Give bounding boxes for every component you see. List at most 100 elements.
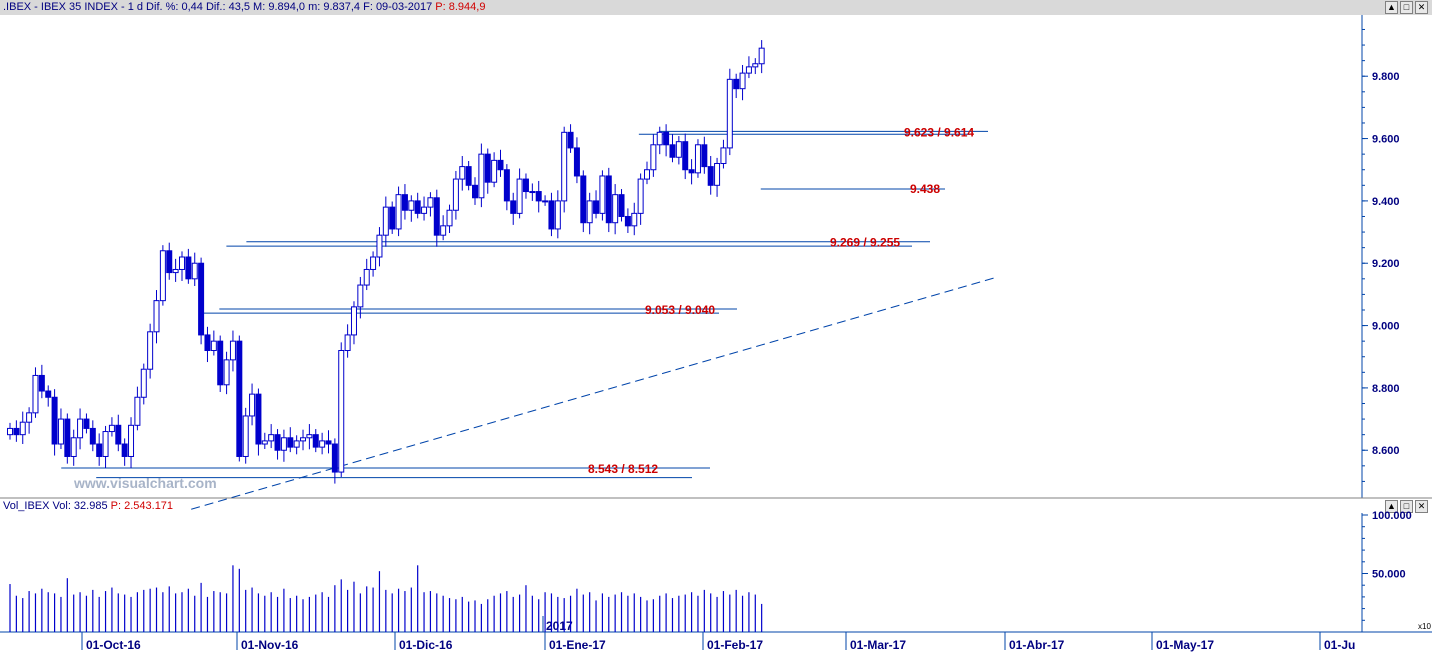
- candle: [306, 424, 313, 450]
- candle-body-down: [121, 443, 128, 457]
- candle: [140, 363, 147, 405]
- candle: [593, 190, 600, 219]
- candle: [478, 143, 485, 208]
- candle-body-up: [344, 334, 351, 352]
- candle-body-down: [185, 256, 192, 280]
- candle-body-down: [548, 200, 555, 230]
- candle-body-up: [459, 166, 466, 180]
- watermark: www.visualchart.com: [73, 475, 217, 491]
- candle-body-down: [96, 443, 103, 457]
- candle-body-up: [32, 374, 39, 414]
- candle: [414, 192, 421, 219]
- candle: [586, 192, 593, 235]
- candle-body-up: [178, 256, 185, 270]
- candle: [694, 139, 701, 178]
- volume-tick-label: 100.000: [1372, 510, 1412, 522]
- candle-body-down: [624, 215, 631, 227]
- candle: [516, 168, 523, 219]
- candle: [554, 190, 561, 239]
- volume-tick-label: 50.000: [1372, 569, 1406, 581]
- candle-body-down: [255, 393, 262, 445]
- candle-body-down: [503, 169, 510, 202]
- candle-body-up: [542, 200, 549, 203]
- candle-body-up: [656, 131, 663, 146]
- candle: [561, 126, 568, 213]
- candle-body-up: [108, 424, 115, 433]
- x-axis-label: 01-Abr-17: [1009, 638, 1065, 652]
- candle: [612, 184, 619, 235]
- price-tick-label: 9.400: [1372, 196, 1400, 208]
- candle: [382, 196, 389, 247]
- x-axis-label: 01-Ene-17: [549, 638, 606, 652]
- candle-body-down: [733, 78, 740, 90]
- candle: [191, 252, 198, 286]
- candle: [51, 389, 58, 456]
- candle: [26, 407, 33, 434]
- candle: [300, 429, 307, 451]
- candle: [542, 195, 549, 206]
- candle: [491, 152, 498, 188]
- candle: [707, 156, 714, 195]
- candle-body-up: [261, 440, 268, 445]
- candle-body-down: [198, 262, 205, 336]
- candle-body-down: [593, 200, 600, 214]
- candle: [102, 425, 109, 469]
- candle-body-down: [389, 206, 396, 230]
- candle: [280, 429, 287, 462]
- candle: [522, 173, 529, 199]
- volume-minimize-button[interactable]: ▲: [1385, 500, 1398, 513]
- candle: [599, 170, 606, 221]
- minimize-button[interactable]: ▲: [1385, 1, 1398, 14]
- candle-body-down: [510, 200, 517, 214]
- candle-body-up: [694, 144, 701, 174]
- candle-body-up: [446, 209, 453, 227]
- maximize-button[interactable]: □: [1400, 1, 1413, 14]
- candle: [733, 73, 740, 99]
- candle-body-down: [236, 340, 243, 457]
- candle-body-up: [382, 206, 389, 236]
- candle-body-up: [26, 412, 33, 423]
- candle: [421, 196, 428, 221]
- candle: [64, 413, 71, 464]
- candle-body-up: [714, 162, 721, 186]
- candle: [745, 56, 752, 79]
- candle: [166, 242, 173, 280]
- candle-body-up: [19, 421, 26, 436]
- candle: [223, 351, 230, 395]
- x-axis-label: 01-Feb-17: [707, 638, 763, 652]
- candle-body-up: [752, 63, 759, 68]
- candle-body-up: [478, 153, 485, 199]
- candle: [726, 68, 733, 156]
- x-axis-label: 01-Ju: [1324, 638, 1355, 652]
- candle: [293, 435, 300, 455]
- candle-body-up: [229, 340, 236, 361]
- price-tick-label: 9.800: [1372, 71, 1400, 83]
- candle-body-up: [268, 434, 275, 442]
- close-button[interactable]: ✕: [1415, 1, 1428, 14]
- candle: [13, 420, 20, 442]
- candle-body-up: [293, 440, 300, 448]
- candle: [89, 420, 96, 452]
- candle-body-up: [57, 418, 64, 445]
- candle-body-up: [370, 256, 377, 270]
- candle-body-down: [89, 427, 96, 445]
- candle-body-down: [573, 147, 580, 177]
- candle: [682, 133, 689, 180]
- candle-body-down: [331, 443, 338, 473]
- candle-body-up: [599, 175, 606, 214]
- volume-maximize-button[interactable]: □: [1400, 500, 1413, 513]
- candle: [229, 330, 236, 372]
- candle: [198, 257, 205, 345]
- candle-body-up: [350, 306, 357, 336]
- candle: [153, 290, 160, 344]
- level-label: 9.269 / 9.255: [830, 236, 900, 250]
- candle: [433, 189, 440, 247]
- candle: [440, 215, 447, 241]
- volume-close-button[interactable]: ✕: [1415, 500, 1428, 513]
- candle-body-up: [440, 225, 447, 236]
- candle: [650, 134, 657, 177]
- candle-body-down: [274, 434, 281, 451]
- candle-body-down: [64, 418, 71, 457]
- candle-body-up: [153, 300, 160, 333]
- candle-body-down: [682, 141, 689, 171]
